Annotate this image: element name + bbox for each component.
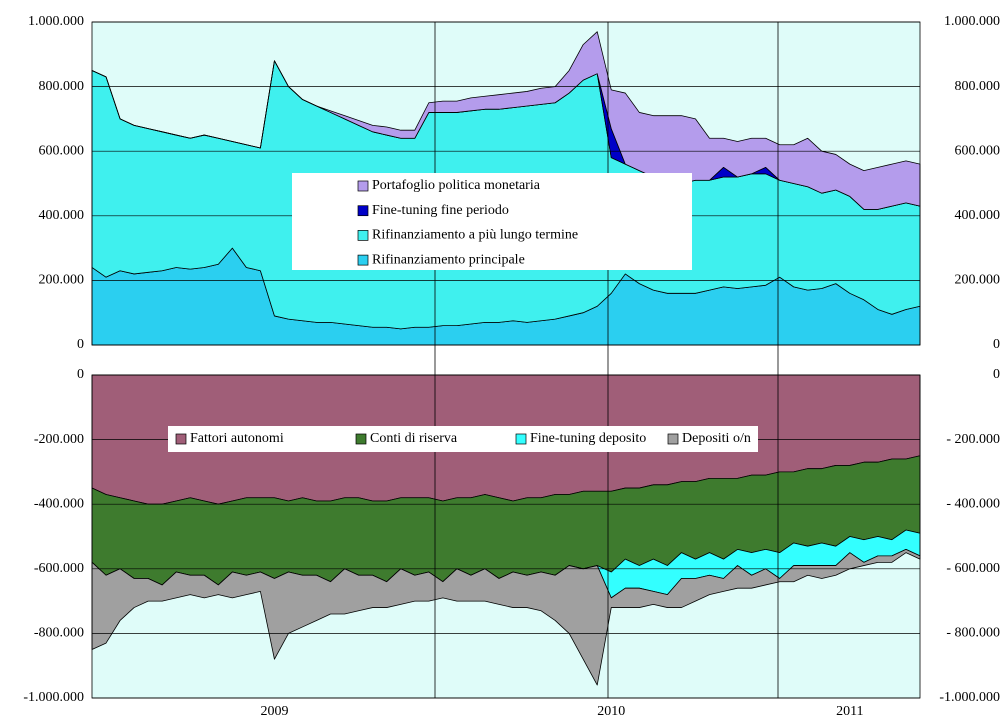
legend-label: Fine-tuning fine periodo (372, 203, 509, 218)
y-tick-label: 400.000 (39, 208, 85, 223)
legend-swatch (357, 205, 369, 217)
y2-tick-label: 1.000.000 (944, 14, 1000, 29)
legend-swatch (667, 433, 679, 445)
plot-frame (91, 374, 921, 699)
y2-tick-label: - 800.000 (946, 626, 1000, 641)
legend-box (168, 426, 758, 452)
y2-tick-label: - 200.000 (946, 432, 1000, 447)
legend-label: Conti di riserva (370, 431, 458, 446)
y-tick-label: -400.000 (34, 496, 84, 511)
y2-tick-label: 800.000 (955, 79, 1001, 94)
legend-swatch (175, 433, 187, 445)
y2-tick-label: 200.000 (955, 273, 1001, 288)
legend-label: Fattori autonomi (190, 431, 284, 446)
y-tick-label: -800.000 (34, 626, 84, 641)
legend-swatch (357, 180, 369, 192)
y2-tick-label: -1.000.000 (939, 690, 1000, 705)
legend-swatch (357, 230, 369, 241)
y-tick-label: 200.000 (39, 273, 85, 288)
legend-label: Depositi o/n (682, 431, 751, 446)
y-tick-label: 1.000.000 (28, 14, 84, 29)
x-tick-label: 2011 (836, 704, 863, 719)
plot-content: 0 200.000 400.000 600.000 800.000 1.000.000 0 2… (23, 14, 1000, 719)
legend-swatch (355, 433, 367, 445)
y2-tick-label: 400.000 (955, 208, 1001, 223)
legend-swatch (357, 254, 369, 266)
y-tick-label: 0 (77, 367, 84, 382)
legend-label: Fine-tuning deposito (530, 431, 646, 446)
y2-tick-label: 0 (993, 337, 1000, 352)
y-tick-label: 0 (77, 337, 84, 352)
legend-label: Portafoglio politica monetaria (372, 178, 541, 193)
legend-label: Rifinanziamento principale (372, 252, 525, 267)
y-tick-label: 800.000 (39, 79, 85, 94)
legends: Portafoglio politica monetaria Fine-tunin… (168, 173, 758, 452)
x-tick-label: 2009 (260, 704, 288, 719)
y2-tick-label: 600.000 (955, 143, 1001, 158)
y2-tick-label: 0 (993, 367, 1000, 382)
y-tick-label: -1.000.000 (23, 690, 84, 705)
plot-frame (91, 21, 921, 346)
y-tick-label: 600.000 (39, 143, 85, 158)
y-tick-label: -200.000 (34, 432, 84, 447)
x-tick-label: 2010 (597, 704, 625, 719)
y2-tick-label: - 400.000 (946, 496, 1000, 511)
y-tick-label: -600.000 (34, 561, 84, 576)
legend-label: Rifinanziamento a più lungo termine (372, 228, 578, 243)
y2-tick-label: - 600.000 (946, 561, 1000, 576)
legend-swatch (515, 433, 527, 445)
